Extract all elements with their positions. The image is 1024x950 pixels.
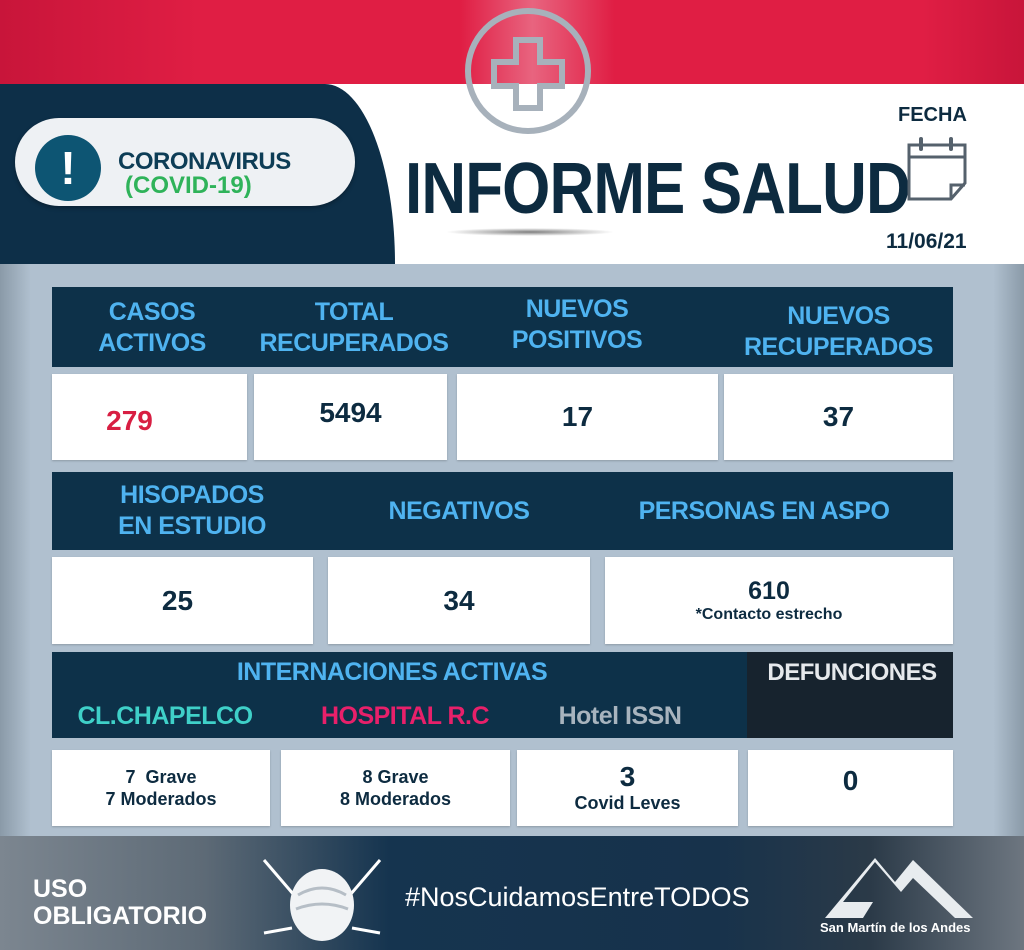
value-casos-activos: 279 (52, 374, 247, 460)
place-hotel: Hotel ISSN (530, 700, 710, 732)
header-text: NUEVOS (525, 295, 629, 323)
header-text: EN ESTUDIO (118, 512, 266, 540)
value-text: 7 Grave (125, 767, 197, 787)
title-shadow (445, 228, 615, 236)
header-text: PERSONAS EN ASPO (638, 496, 890, 525)
value-negativos: 34 (328, 557, 590, 644)
value-hospital: 8 Grave 8 Moderados (281, 750, 510, 826)
header-text: NUEVOS (787, 302, 890, 330)
value-text: 37 (822, 401, 855, 432)
badge-line2: (COVID-19) (125, 172, 252, 199)
row1-header-bg (52, 287, 953, 367)
logo-text: San Martín de los Andes (820, 920, 971, 935)
exclamation-icon: ! (35, 135, 101, 201)
value-text: 17 (561, 401, 594, 432)
hashtag: #NosCuidamosEntreTODOS (405, 882, 750, 912)
mask-line1: USO (33, 875, 88, 903)
date-label: FECHA (898, 104, 967, 126)
value-text: 25 (161, 584, 194, 616)
place-text: Hotel ISSN (558, 701, 682, 730)
place-chapelco: CL.CHAPELCO (60, 700, 270, 732)
header-defunciones: DEFUNCIONES (747, 656, 957, 688)
header-text: TOTAL (314, 298, 394, 326)
place-hospital: HOSPITAL R.C (300, 700, 510, 732)
value-text: 7 Moderados (105, 789, 217, 809)
mask-line2: OBLIGATORIO (33, 902, 208, 930)
value-chapelco: 7 Grave 7 Moderados (52, 750, 270, 826)
defunciones-header-bg (747, 652, 953, 738)
header-personas-aspo: PERSONAS EN ASPO (605, 474, 923, 548)
value-text: Covid Leves (574, 793, 681, 813)
page-title: INFORME SALUD (405, 149, 911, 229)
value-hisopados: 25 (52, 557, 313, 644)
face-mask-icon (262, 859, 382, 941)
value-text: 610 (748, 577, 790, 605)
header-text: HISOPADOS (120, 481, 264, 509)
header-text: CASOS (108, 298, 196, 326)
mask-mandatory-text: USO OBLIGATORIO (33, 876, 207, 930)
value-defunciones: 0 (748, 750, 953, 826)
header-text: RECUPERADOS (744, 333, 933, 361)
value-text: 34 (443, 584, 475, 616)
value-text: 5494 (319, 397, 382, 428)
header-text: INTERNACIONES ACTIVAS (236, 657, 548, 686)
report-date: 11/06/21 (886, 230, 967, 253)
header-total-recuperados: TOTAL RECUPERADOS (254, 290, 454, 366)
footer (0, 836, 1024, 950)
value-text: 8 Grave (362, 767, 429, 787)
san-martin-logo (825, 858, 973, 918)
header-negativos: NEGATIVOS (328, 474, 590, 548)
header-text: NEGATIVOS (388, 496, 530, 525)
header-hisopados: HISOPADOS EN ESTUDIO (52, 474, 332, 548)
value-nuevos-positivos: 17 (457, 374, 718, 460)
value-text: 3 (619, 761, 636, 792)
header-text: DEFUNCIONES (767, 658, 937, 686)
medical-cross-icon (465, 8, 591, 134)
value-total-recuperados: 5494 (254, 374, 447, 460)
value-personas-aspo: 610 *Contacto estrecho (605, 557, 953, 644)
aspo-note: *Contacto estrecho (695, 606, 843, 623)
value-nuevos-recuperados: 37 (724, 374, 953, 460)
value-text: 0 (842, 765, 859, 796)
header-nuevos-positivos: NUEVOS POSITIVOS (457, 287, 697, 363)
value-text: 8 Moderados (339, 789, 452, 809)
calendar-icon (907, 137, 967, 201)
row2-header-bg (52, 472, 953, 550)
header-casos-activos: CASOS ACTIVOS (52, 290, 252, 366)
header-nuevos-recuperados: NUEVOS RECUPERADOS (724, 294, 953, 370)
value-text: 279 (106, 405, 153, 436)
place-text: CL.CHAPELCO (77, 701, 253, 730)
badge-line1: CORONAVIRUS (118, 148, 291, 175)
header-text: ACTIVOS (98, 329, 206, 357)
header-internaciones: INTERNACIONES ACTIVAS (52, 656, 732, 688)
internaciones-header-bg (52, 652, 747, 738)
place-text: HOSPITAL R.C (320, 701, 490, 730)
header-text: POSITIVOS (511, 326, 643, 354)
value-hotel: 3 Covid Leves (517, 750, 738, 826)
header-text: RECUPERADOS (259, 329, 449, 357)
